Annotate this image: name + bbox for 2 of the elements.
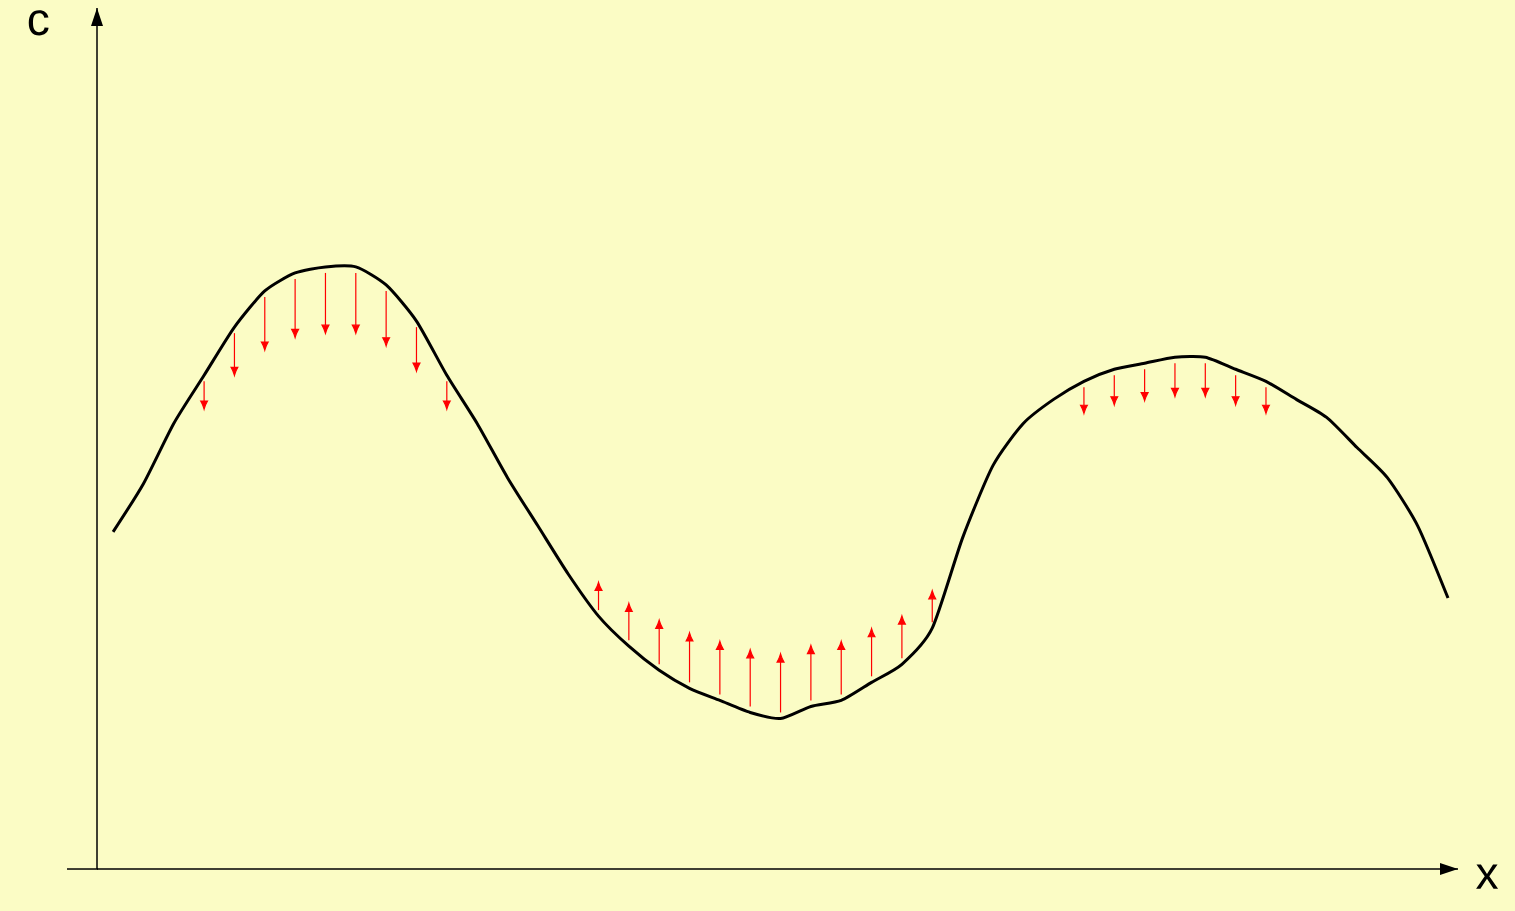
- x-axis-title: x: [1476, 864, 1499, 889]
- text: c: [28, 10, 49, 36]
